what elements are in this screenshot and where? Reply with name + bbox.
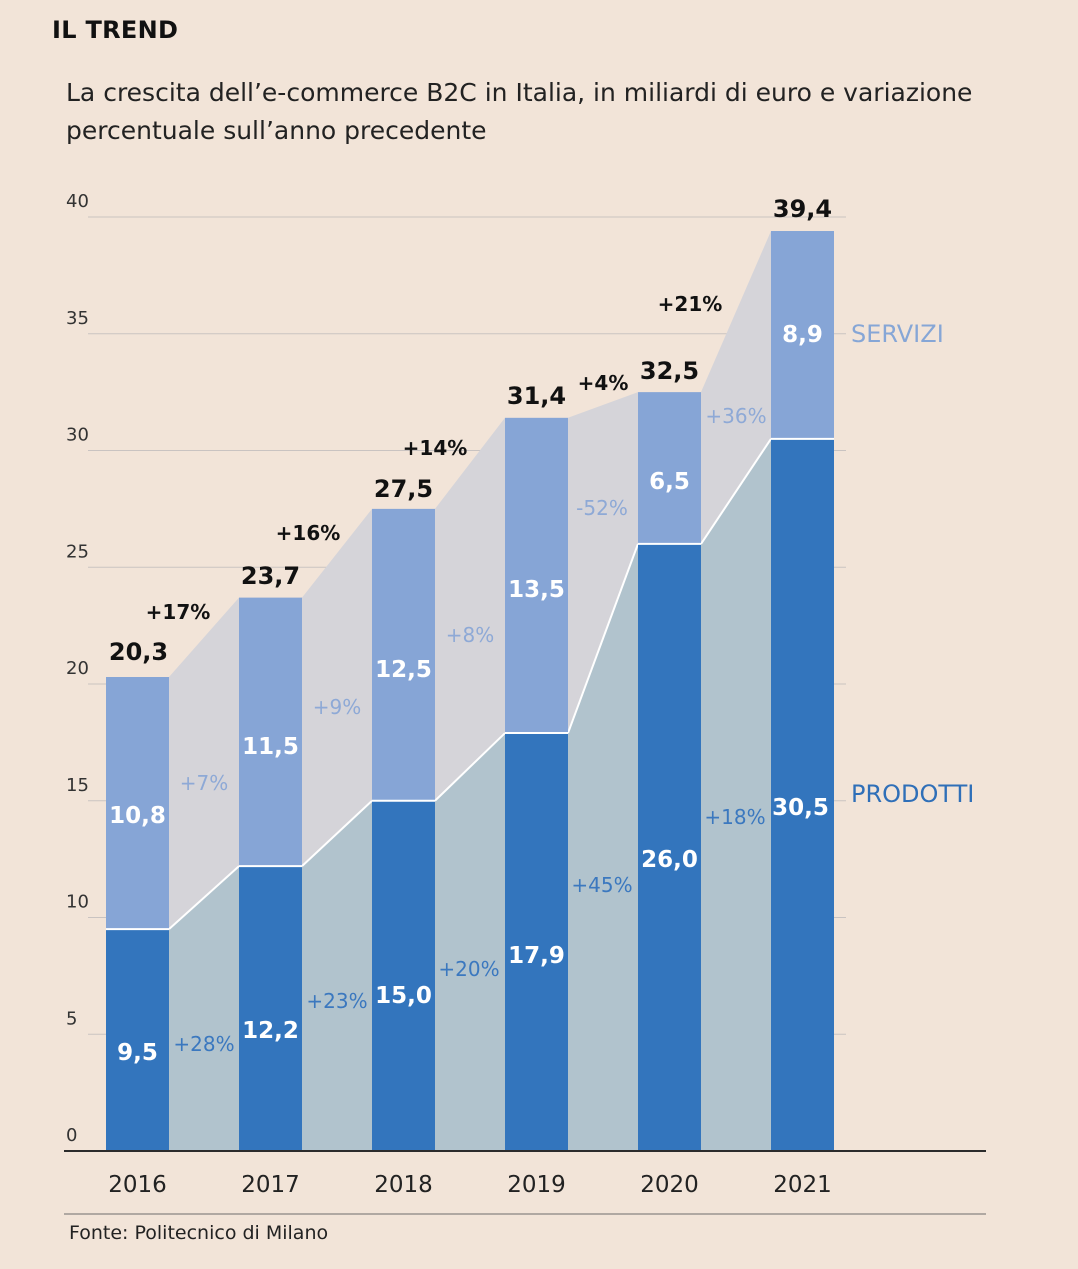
x-tick-label-2019: 2019 [507,1172,566,1198]
bar-prodotti [372,800,435,1151]
connector-area-servizi [302,508,372,867]
growth-label-prodotti: +20% [438,957,499,981]
x-tick-label-2021: 2021 [773,1172,832,1198]
y-tick-label: 15 [66,775,89,796]
source-note: Fonte: Politecnico di Milano [69,1222,329,1244]
data-label-servizi: 6,5 [649,469,690,495]
connector-line-prodotti [567,543,639,734]
connector-area-servizi [701,231,771,544]
data-label-servizi: 13,5 [508,577,565,603]
y-tick-label: 25 [66,541,89,562]
growth-label-servizi: +9% [313,695,362,719]
legend-servizi: SERVIZI [851,320,944,348]
growth-label-prodotti: +23% [306,989,367,1013]
data-label-prodotti: 26,0 [641,847,698,873]
y-tick-label: 5 [66,1008,77,1029]
growth-label-total: +14% [403,436,468,460]
data-label-prodotti: 30,5 [772,795,829,821]
growth-label-total: +4% [578,371,629,395]
legend-prodotti: PRODOTTI [851,780,974,808]
connector-area-prodotti [568,543,638,1151]
data-label-servizi: 11,5 [242,734,299,760]
data-label-prodotti: 15,0 [375,983,432,1009]
bar-prodotti [505,733,568,1151]
y-tick-label: 20 [66,658,89,679]
growth-label-total: +17% [146,600,211,624]
connector-line-prodotti [700,438,772,545]
y-tick-label: 30 [66,425,89,446]
data-label-prodotti: 12,2 [242,1018,299,1044]
y-tick-label: 35 [66,308,89,329]
growth-label-total: +16% [276,521,341,545]
x-tick-label-2020: 2020 [640,1172,699,1198]
growth-label-prodotti: +28% [173,1032,234,1056]
bar-prodotti [638,543,701,1151]
bar-prodotti [239,866,302,1151]
y-tick-label: 0 [66,1125,77,1146]
connector-area-prodotti [169,866,239,1151]
bar-prodotti [771,438,834,1151]
data-label-prodotti: 17,9 [508,943,565,969]
bar-servizi [372,508,435,801]
data-label-total: 23,7 [241,562,300,590]
connector-area-servizi [435,417,505,801]
chart-subtitle: La crescita dell’e-commerce B2C in Itali… [66,78,973,145]
chart-kicker: IL TREND [52,16,179,44]
growth-label-prodotti: +18% [704,805,765,829]
bar-servizi [106,676,169,930]
growth-label-total: +21% [658,292,723,316]
connector-area-prodotti [302,800,372,1151]
connector-line-prodotti [301,800,373,867]
growth-label-servizi: +7% [180,771,229,795]
data-label-total: 39,4 [773,195,832,223]
growth-label-servizi: +36% [705,404,766,428]
data-label-total: 31,4 [507,382,566,410]
connector-area-servizi [169,597,239,930]
y-tick-label: 10 [66,892,89,913]
data-label-prodotti: 9,5 [117,1040,158,1066]
data-label-total: 32,5 [640,357,699,385]
bar-servizi [239,597,302,867]
connector-area-prodotti [701,438,771,1151]
connector-line-prodotti [168,865,240,930]
bar-servizi [771,231,834,439]
growth-label-servizi: -52% [576,496,628,520]
x-tick-label-2017: 2017 [241,1172,300,1198]
data-label-servizi: 8,9 [782,322,823,348]
data-label-total: 20,3 [109,638,168,666]
data-label-total: 27,5 [374,475,433,503]
x-tick-label-2018: 2018 [374,1172,433,1198]
connector-line-prodotti [434,732,506,802]
data-label-servizi: 10,8 [109,803,166,829]
bar-servizi [505,417,568,734]
bar-servizi [638,392,701,544]
growth-label-prodotti: +45% [571,873,632,897]
bar-prodotti [106,929,169,1151]
x-tick-label-2016: 2016 [108,1172,167,1198]
data-label-servizi: 12,5 [375,657,432,683]
growth-label-servizi: +8% [446,623,495,647]
connector-area-servizi [568,392,638,734]
connector-area-prodotti [435,733,505,1151]
y-tick-label: 40 [66,191,89,212]
